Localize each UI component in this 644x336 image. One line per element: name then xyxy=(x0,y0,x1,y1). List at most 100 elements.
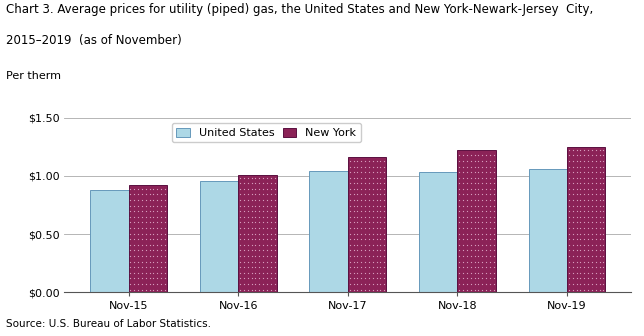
Point xyxy=(126,220,136,225)
Point xyxy=(481,214,491,219)
Point xyxy=(473,264,484,270)
Point xyxy=(126,248,136,253)
Point xyxy=(156,203,166,208)
Point xyxy=(579,248,589,253)
Point xyxy=(575,214,585,219)
Point xyxy=(466,175,476,180)
Point xyxy=(152,270,162,276)
Point xyxy=(375,203,386,208)
Point xyxy=(258,237,269,242)
Point xyxy=(587,214,597,219)
Point xyxy=(489,225,499,231)
Point xyxy=(587,197,597,203)
Point xyxy=(254,276,265,281)
Point xyxy=(594,181,605,186)
Point xyxy=(379,209,390,214)
Point xyxy=(360,242,370,248)
Point xyxy=(462,164,472,169)
Point xyxy=(575,225,585,231)
Point xyxy=(156,264,166,270)
Bar xyxy=(238,175,276,292)
Point xyxy=(579,225,589,231)
Point xyxy=(469,197,480,203)
Point xyxy=(462,186,472,192)
Point xyxy=(372,253,382,259)
Point xyxy=(372,287,382,292)
Point xyxy=(466,237,476,242)
Point xyxy=(261,175,272,180)
Point xyxy=(368,259,378,264)
Point xyxy=(152,231,162,236)
Point xyxy=(466,259,476,264)
Bar xyxy=(200,181,238,292)
Point xyxy=(261,203,272,208)
Point xyxy=(126,203,136,208)
Point xyxy=(379,197,390,203)
Point xyxy=(481,175,491,180)
Point xyxy=(594,281,605,287)
Point xyxy=(254,281,265,287)
Point xyxy=(251,253,261,259)
Point xyxy=(133,186,143,192)
Point xyxy=(247,231,257,236)
Point xyxy=(239,197,249,203)
Point xyxy=(352,186,363,192)
Point xyxy=(469,270,480,276)
Point xyxy=(575,175,585,180)
Point xyxy=(129,231,140,236)
Point xyxy=(345,203,355,208)
Point xyxy=(348,270,359,276)
Point xyxy=(469,248,480,253)
Point xyxy=(243,225,253,231)
Point xyxy=(254,248,265,253)
Point xyxy=(458,192,468,197)
Point xyxy=(348,181,359,186)
Point xyxy=(477,158,488,164)
Point xyxy=(575,158,585,164)
Point xyxy=(247,209,257,214)
Point xyxy=(254,242,265,248)
Point xyxy=(594,214,605,219)
Point xyxy=(564,259,574,264)
Point xyxy=(462,214,472,219)
Point xyxy=(345,281,355,287)
Point xyxy=(594,158,605,164)
Point xyxy=(485,264,495,270)
Point xyxy=(473,231,484,236)
Point xyxy=(583,197,593,203)
Point xyxy=(137,276,147,281)
Point xyxy=(129,197,140,203)
Point xyxy=(583,164,593,169)
Point xyxy=(571,248,582,253)
Point xyxy=(364,158,374,164)
Point xyxy=(598,203,609,208)
Point xyxy=(372,276,382,281)
Point xyxy=(235,276,245,281)
Point xyxy=(458,169,468,175)
Point xyxy=(489,287,499,292)
Point xyxy=(575,147,585,153)
Point xyxy=(239,242,249,248)
Point xyxy=(261,253,272,259)
Bar xyxy=(457,150,496,292)
Point xyxy=(239,225,249,231)
Point xyxy=(148,231,158,236)
Point xyxy=(235,181,245,186)
Point xyxy=(477,259,488,264)
Point xyxy=(567,175,578,180)
Point xyxy=(348,197,359,203)
Point xyxy=(594,147,605,153)
Point xyxy=(579,259,589,264)
Point xyxy=(598,175,609,180)
Point xyxy=(137,220,147,225)
Point xyxy=(364,242,374,248)
Point xyxy=(594,192,605,197)
Point xyxy=(583,242,593,248)
Point xyxy=(251,281,261,287)
Point xyxy=(477,264,488,270)
Point xyxy=(477,276,488,281)
Point xyxy=(485,242,495,248)
Point xyxy=(466,158,476,164)
Point xyxy=(477,181,488,186)
Point xyxy=(137,237,147,242)
